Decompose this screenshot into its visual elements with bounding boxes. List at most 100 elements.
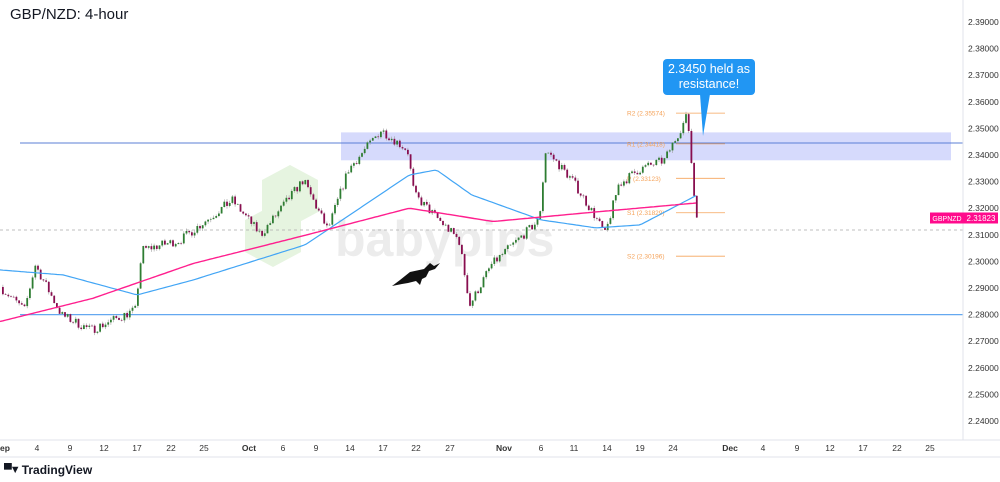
candle-body (315, 199, 317, 209)
candle-body (293, 187, 296, 192)
candle-body (447, 224, 450, 232)
time-tick-label: 14 (345, 443, 355, 453)
candle-body (631, 171, 633, 174)
price-tick-label: 2.24000 (968, 416, 999, 426)
candle-body (461, 244, 463, 255)
candle-body (26, 298, 29, 307)
candle-body (517, 237, 520, 240)
candle-body (204, 221, 207, 226)
candle-body (263, 233, 266, 236)
candle-body (353, 163, 355, 166)
candle-body (674, 141, 677, 143)
candle-body (415, 185, 417, 193)
candle-body (304, 180, 307, 185)
candle-body (452, 228, 455, 234)
resistance-callout: 2.3450 held as resistance! (663, 59, 755, 95)
candle-body (328, 224, 331, 226)
price-tick-label: 2.32000 (968, 203, 999, 213)
candle-body (191, 232, 193, 236)
time-axis[interactable]: ep 4 9 12 17 22 25 Oct 6 9 14 17 22 27 Nov 6 11 14 19 24 Dec… (0, 443, 935, 453)
candle-body (80, 327, 83, 330)
time-tick-label: 9 (314, 443, 319, 453)
candle-body (277, 211, 280, 217)
pivot-label: P (2.33123) (627, 176, 661, 183)
pivot-label: R1 (2.34418) (627, 141, 665, 148)
candle-body (139, 263, 142, 289)
candle-body (128, 310, 131, 318)
candle-body (633, 171, 636, 173)
price-tick-label: 2.38000 (968, 44, 999, 54)
candle-body (231, 196, 234, 203)
candle-body (285, 197, 288, 202)
time-tick-label: 17 (378, 443, 388, 453)
candle-body (226, 201, 228, 206)
candle-body (312, 194, 315, 200)
candle-body (652, 164, 655, 166)
candle-body (377, 136, 380, 138)
candle-body (196, 226, 199, 233)
candle-body (296, 187, 299, 192)
candle-body (660, 157, 663, 164)
time-tick-label: 22 (166, 443, 176, 453)
candle-body (88, 325, 91, 327)
price-tick-label: 2.26000 (968, 363, 999, 373)
candle-body (261, 230, 263, 236)
candle-body (585, 195, 587, 206)
candle-body (23, 304, 26, 307)
candle-body (598, 218, 601, 222)
candle-body (550, 152, 552, 155)
candle-body (199, 226, 201, 229)
candle-body (423, 201, 425, 206)
candle-body (398, 140, 401, 148)
candle-body (31, 277, 34, 289)
candle-body (693, 162, 695, 196)
candle-body (604, 227, 606, 230)
candle-body (169, 240, 172, 244)
candle-body (582, 195, 585, 197)
candlesticks (2, 111, 698, 336)
candle-body (566, 169, 569, 178)
candle-body (596, 218, 598, 219)
candle-body (201, 225, 204, 229)
time-tick-label: 4 (35, 443, 40, 453)
candle-body (417, 192, 420, 198)
time-tick-label: 22 (892, 443, 902, 453)
candle-body (655, 159, 658, 166)
candle-body (393, 138, 396, 145)
candle-body (158, 245, 161, 249)
candle-body (42, 279, 45, 281)
candle-body (272, 215, 274, 224)
time-tick-label: 25 (925, 443, 935, 453)
price-tick-label: 2.31000 (968, 230, 999, 240)
candle-body (490, 263, 493, 269)
candle-body (104, 324, 107, 328)
candle-body (444, 224, 447, 226)
candle-body (455, 233, 458, 237)
price-axis[interactable]: 2.39000 2.38000 2.37000 2.36000 2.35000 2.340… (968, 17, 999, 426)
pivot-label: S1 (2.31829) (627, 210, 665, 217)
time-tick-label: 9 (68, 443, 73, 453)
candle-body (56, 303, 58, 308)
candle-body (207, 219, 209, 222)
candle-body (690, 130, 693, 163)
price-tick-label: 2.37000 (968, 70, 999, 80)
candle-body (636, 172, 639, 175)
moving-average-slow (0, 202, 697, 323)
candle-body (123, 312, 126, 321)
candle-body (493, 257, 496, 264)
candle-body (2, 286, 4, 295)
candle-body (385, 130, 388, 139)
time-tick-label: Oct (242, 443, 256, 453)
candle-body (625, 181, 628, 184)
candle-body (488, 268, 490, 272)
candle-body (258, 230, 261, 232)
candle-body (463, 254, 466, 276)
candle-body (515, 239, 517, 243)
price-tick-label: 2.34000 (968, 150, 999, 160)
tradingview-logo[interactable]: ▀▼ TradingView (4, 463, 92, 477)
candle-body (37, 265, 39, 270)
candle-body (412, 168, 415, 186)
candle-body (482, 277, 485, 288)
last-price-tag: 2.31823 (967, 214, 996, 223)
